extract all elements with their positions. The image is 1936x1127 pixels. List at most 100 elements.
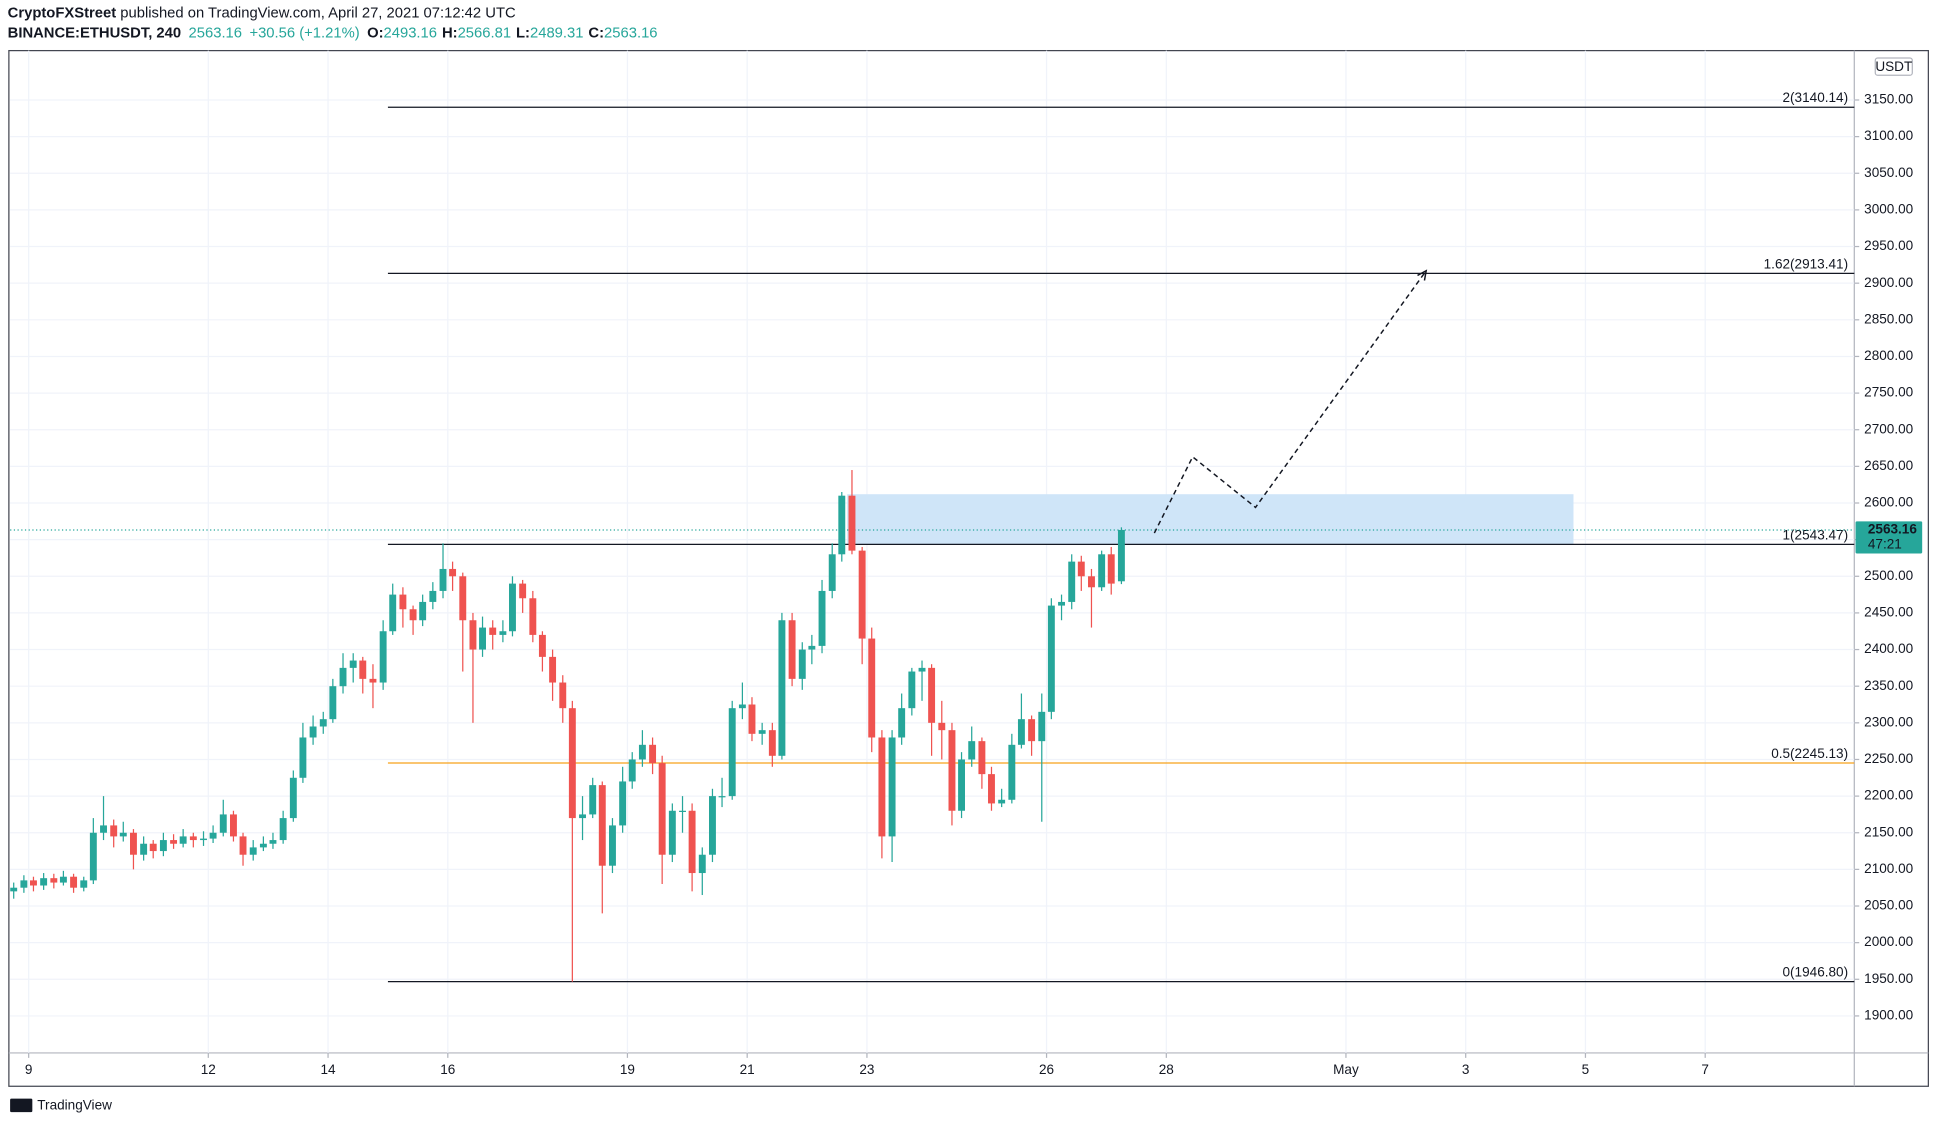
candle: [598, 781, 606, 914]
candle: [818, 579, 826, 654]
candle: [928, 664, 936, 756]
ohlc-label: H:: [442, 25, 458, 41]
x-tick-label: 16: [440, 1062, 455, 1077]
y-tick-label: 2000.00: [1864, 934, 1913, 949]
candle-body: [848, 495, 856, 551]
y-tick-label: 2600.00: [1864, 495, 1913, 510]
candle-body: [649, 744, 657, 764]
candle-body: [499, 631, 507, 635]
candle-body: [349, 660, 357, 668]
candle-body: [1017, 719, 1025, 745]
candle-body: [878, 737, 886, 837]
candle: [908, 667, 916, 716]
candle-body: [898, 708, 906, 738]
candle-body: [1038, 711, 1046, 742]
candle: [559, 675, 567, 723]
currency-box: [1874, 57, 1913, 76]
ohlc-value: 2563.16: [604, 25, 658, 41]
candle-body: [658, 763, 666, 855]
countdown-label: 47:21: [1868, 536, 1902, 551]
logo-mark: [10, 1098, 33, 1113]
candle-body: [778, 620, 786, 756]
candle-body: [170, 840, 178, 844]
symbol: BINANCE:ETHUSDT, 240: [8, 25, 181, 41]
last-price-label: 2563.16: [1868, 522, 1917, 537]
x-tick-label: 28: [1159, 1062, 1174, 1077]
y-tick-label: 2350.00: [1864, 678, 1913, 693]
resistance-zone: [847, 494, 1574, 545]
y-tick-label: 2750.00: [1864, 385, 1913, 400]
candle-body: [728, 708, 736, 797]
candle-body: [149, 843, 157, 852]
candle: [768, 722, 776, 767]
candle-body: [209, 832, 217, 839]
candle-body: [628, 759, 636, 782]
candle-body: [918, 667, 926, 672]
candle: [379, 620, 387, 690]
candle: [309, 715, 317, 745]
candle-body: [958, 759, 965, 811]
projection-arrowhead: [1417, 269, 1428, 281]
candle: [948, 722, 956, 826]
candle-body: [549, 656, 557, 683]
ohlc-value: 2566.81: [458, 25, 511, 41]
candle-body: [249, 847, 257, 855]
candle: [479, 616, 486, 657]
candle-body: [429, 590, 437, 602]
candle-body: [419, 601, 427, 621]
publish-line: CryptoFXStreet published on TradingView.…: [8, 5, 516, 21]
candle: [679, 796, 686, 833]
candle-body: [359, 660, 367, 679]
candle-body: [668, 810, 676, 855]
candle-body: [1008, 744, 1016, 800]
candle: [758, 722, 766, 745]
candle: [50, 873, 58, 889]
candle: [20, 875, 28, 893]
candle-body: [279, 818, 287, 841]
candle: [399, 587, 407, 628]
y-tick-label: 3000.00: [1864, 201, 1913, 216]
candle-body: [768, 730, 776, 756]
candle: [898, 693, 906, 745]
candle: [1117, 527, 1125, 585]
candle-body: [239, 836, 247, 855]
candle-body: [259, 843, 267, 848]
candle-body: [30, 880, 37, 886]
candle-body: [568, 708, 576, 819]
candle-body: [758, 730, 766, 734]
candle: [279, 810, 287, 844]
candle: [998, 788, 1006, 808]
candle: [389, 583, 397, 635]
candle: [788, 612, 796, 687]
candle: [130, 829, 137, 870]
fib-label: 0(1946.80): [1783, 965, 1849, 980]
candle-body: [619, 781, 627, 826]
candle-body: [459, 576, 467, 621]
candle-body: [948, 730, 956, 811]
candle: [439, 543, 447, 599]
candle: [848, 470, 856, 555]
candle-body: [788, 620, 796, 679]
x-tick-label: 26: [1039, 1062, 1054, 1077]
candle-body: [978, 741, 986, 775]
candle: [638, 730, 646, 767]
candle-body: [828, 554, 836, 591]
candle-body: [679, 810, 686, 812]
candle-body: [1098, 554, 1106, 588]
candle: [509, 576, 516, 637]
candle-body: [718, 796, 726, 798]
candle: [1008, 733, 1016, 804]
y-tick-label: 2300.00: [1864, 714, 1913, 729]
y-tick-label: 2650.00: [1864, 458, 1913, 473]
y-tick-label: 2050.00: [1864, 898, 1913, 913]
candle: [299, 722, 307, 783]
x-tick-label: May: [1333, 1062, 1359, 1077]
candle-body: [269, 840, 277, 844]
candle-body: [59, 876, 67, 883]
candle: [519, 579, 527, 613]
candle: [359, 656, 367, 694]
x-tick-label: 21: [740, 1062, 755, 1077]
candle: [209, 825, 217, 844]
x-tick-label: 19: [620, 1062, 635, 1077]
candle-body: [798, 649, 806, 679]
